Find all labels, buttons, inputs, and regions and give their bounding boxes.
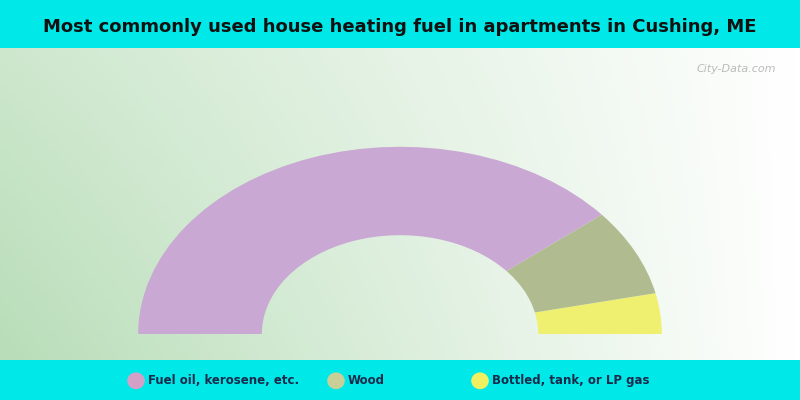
Text: City-Data.com: City-Data.com [697,64,776,74]
Wedge shape [138,147,602,334]
Ellipse shape [327,372,345,389]
Wedge shape [535,293,662,334]
Text: Most commonly used house heating fuel in apartments in Cushing, ME: Most commonly used house heating fuel in… [43,18,757,36]
Text: Wood: Wood [348,374,385,387]
Text: Bottled, tank, or LP gas: Bottled, tank, or LP gas [492,374,650,387]
Ellipse shape [127,372,145,389]
Text: Fuel oil, kerosene, etc.: Fuel oil, kerosene, etc. [148,374,299,387]
Wedge shape [506,215,655,312]
Ellipse shape [471,372,489,389]
